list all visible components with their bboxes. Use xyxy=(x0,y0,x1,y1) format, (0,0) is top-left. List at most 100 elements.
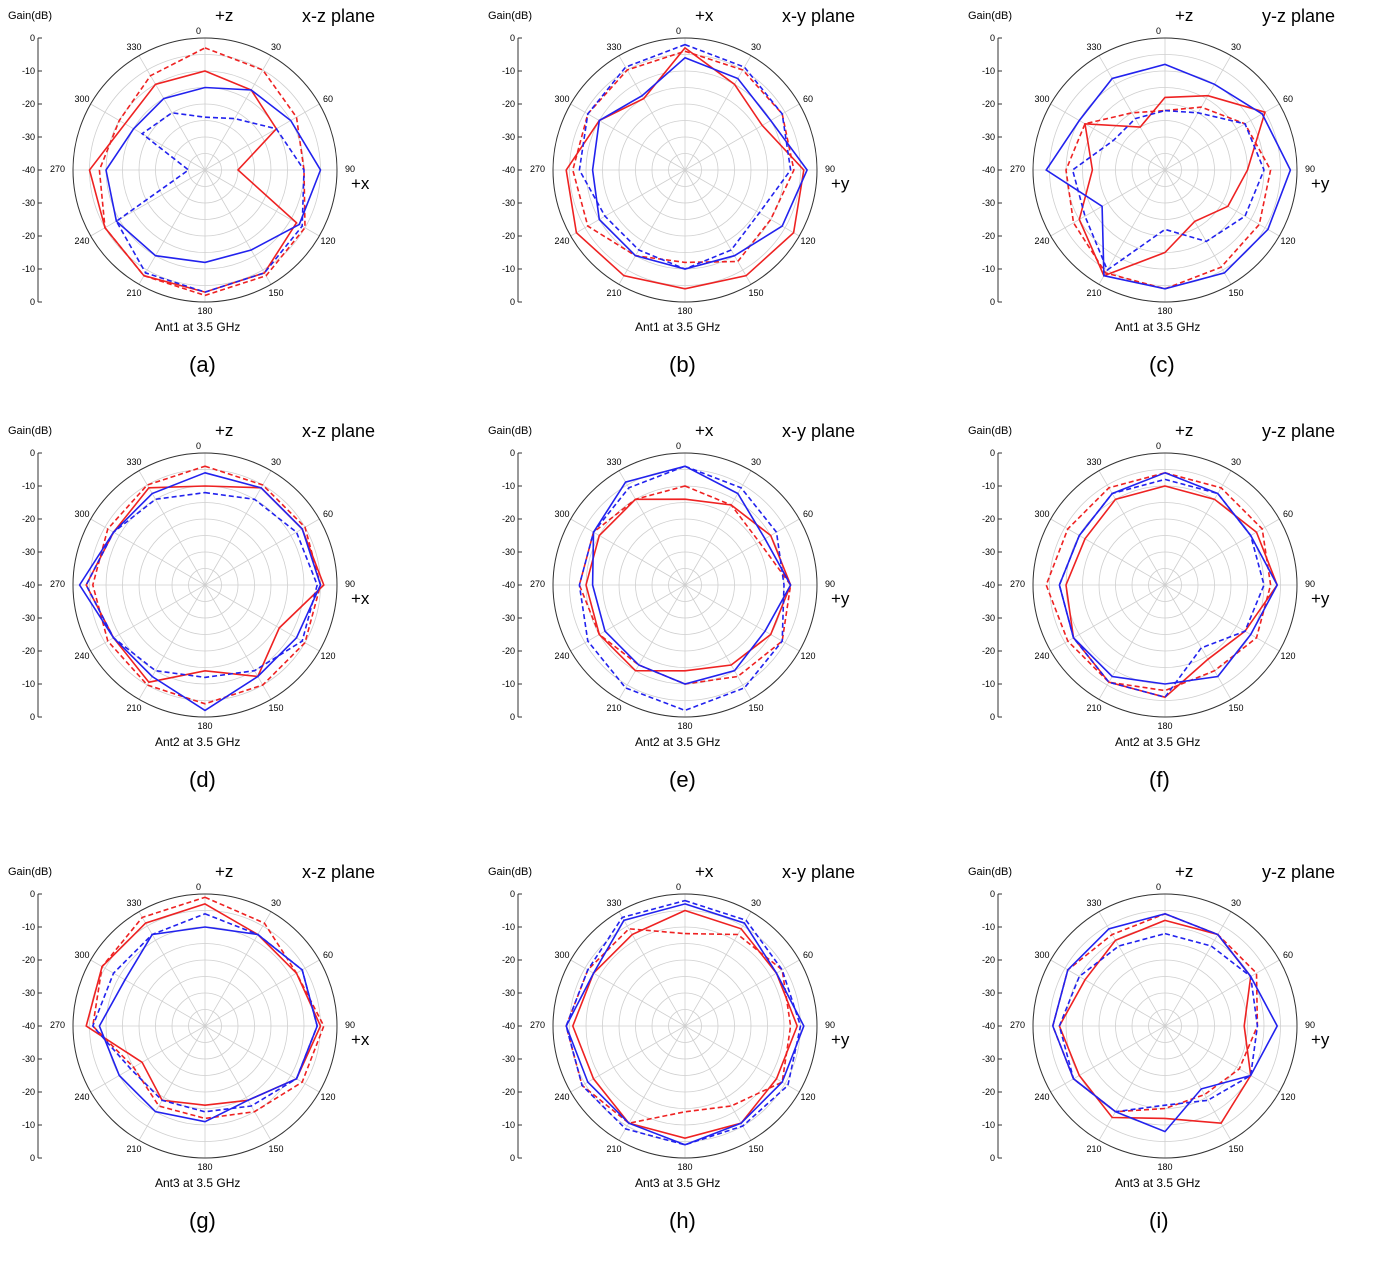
grid-spoke xyxy=(1164,169,1232,285)
angle-tick-label: 240 xyxy=(554,651,569,661)
radial-tick-label: -20 xyxy=(502,231,515,241)
angle-tick-label: 30 xyxy=(271,898,281,908)
grid-spoke xyxy=(570,103,686,171)
angle-tick-label: 30 xyxy=(751,898,761,908)
right-direction-label: +y xyxy=(831,174,850,193)
grid-spoke xyxy=(1164,169,1280,237)
angle-tick-label: 90 xyxy=(345,1020,355,1030)
top-direction-label: +x xyxy=(695,6,714,25)
radial-tick-label: -20 xyxy=(502,514,515,524)
angle-tick-label: 120 xyxy=(1280,651,1295,661)
radial-tick-label: -20 xyxy=(22,231,35,241)
angle-tick-label: 330 xyxy=(126,898,141,908)
radial-tick-label: -30 xyxy=(502,1054,515,1064)
series-line-blue-dashed xyxy=(1058,932,1259,1113)
angle-tick-label: 270 xyxy=(1010,1020,1025,1030)
top-direction-label: +x xyxy=(695,421,714,440)
radial-tick-label: -30 xyxy=(502,613,515,623)
angle-tick-label: 60 xyxy=(1283,950,1293,960)
angle-tick-label: 120 xyxy=(1280,1092,1295,1102)
grid-spoke xyxy=(618,470,686,586)
top-direction-label: +z xyxy=(1175,6,1194,25)
plane-label: y-z plane xyxy=(1262,6,1336,26)
grid-spoke xyxy=(1050,518,1166,586)
grid-spoke xyxy=(1050,959,1166,1027)
radial-tick-label: 0 xyxy=(990,33,995,43)
top-direction-label: +z xyxy=(215,6,234,25)
radial-tick-label: -40 xyxy=(22,580,35,590)
polar-plot-panel: 0 -10 -20 -30 -40 -30 -20 -10 0 0 30 60 90 120 150 180 2… xyxy=(968,862,1368,1264)
angle-tick-label: 180 xyxy=(677,306,692,316)
angle-tick-label: 0 xyxy=(676,882,681,892)
radial-tick-label: -30 xyxy=(22,613,35,623)
panel-letter: (h) xyxy=(669,1208,696,1233)
polar-plot-svg: 0 -10 -20 -30 -40 -30 -20 -10 0 0 30 60 90 120 150 180 2… xyxy=(982,441,1315,731)
angle-tick-label: 240 xyxy=(554,1092,569,1102)
radial-tick-label: 0 xyxy=(990,889,995,899)
angle-tick-label: 0 xyxy=(196,26,201,36)
outer-circle xyxy=(72,452,338,718)
polar-plot-svg: 0 -10 -20 -30 -40 -30 -20 -10 0 0 30 60 90 120 150 180 2… xyxy=(982,26,1315,316)
series-line-red-dashed xyxy=(91,896,325,1120)
angle-tick-label: 180 xyxy=(677,721,692,731)
grid-spoke xyxy=(1050,1025,1166,1093)
angle-tick-label: 270 xyxy=(530,579,545,589)
top-direction-label: +z xyxy=(215,421,234,440)
radial-tick-label: -30 xyxy=(22,1054,35,1064)
radial-tick-label: -30 xyxy=(982,547,995,557)
grid-spoke xyxy=(1050,584,1166,652)
polar-plot-panel: 0 -10 -20 -30 -40 -30 -20 -10 0 0 30 60 90 120 150 180 2… xyxy=(488,862,888,1264)
series-line-red-solid xyxy=(1058,919,1252,1125)
angle-tick-label: 210 xyxy=(1086,288,1101,298)
gain-axis-label: Gain(dB) xyxy=(968,866,1013,878)
radial-tick-label: -30 xyxy=(22,988,35,998)
grid-spoke xyxy=(618,1025,686,1141)
radial-tick-label: -10 xyxy=(22,264,35,274)
angle-tick-label: 330 xyxy=(1086,457,1101,467)
angle-tick-label: 240 xyxy=(74,1092,89,1102)
angle-tick-label: 210 xyxy=(1086,1144,1101,1154)
radial-tick-label: -10 xyxy=(982,66,995,76)
angle-tick-label: 270 xyxy=(530,1020,545,1030)
radial-tick-label: -10 xyxy=(22,481,35,491)
grid-spoke xyxy=(1050,103,1166,171)
grid-spoke xyxy=(138,584,206,700)
angle-tick-label: 90 xyxy=(345,164,355,174)
angle-tick-label: 300 xyxy=(1034,94,1049,104)
angle-tick-label: 330 xyxy=(606,42,621,52)
radial-tick-label: -20 xyxy=(982,646,995,656)
radial-tick-label: 0 xyxy=(30,1153,35,1163)
angle-tick-label: 150 xyxy=(1228,1144,1243,1154)
radial-tick-label: -30 xyxy=(502,547,515,557)
grid-spoke xyxy=(1098,911,1166,1027)
radial-tick-label: -30 xyxy=(982,198,995,208)
gain-axis-label: Gain(dB) xyxy=(968,425,1013,437)
angle-tick-label: 120 xyxy=(320,236,335,246)
polar-plot-panel: 0 -10 -20 -30 -40 -30 -20 -10 0 0 30 60 90 120 150 180 2… xyxy=(8,421,408,823)
angle-tick-label: 300 xyxy=(1034,950,1049,960)
outer-circle xyxy=(1032,37,1298,303)
angle-tick-label: 0 xyxy=(676,441,681,451)
panel-letter: (f) xyxy=(1149,767,1170,792)
polar-plot-panel: 0 -10 -20 -30 -40 -30 -20 -10 0 0 30 60 90 120 150 180 2… xyxy=(968,421,1368,823)
radial-tick-label: -20 xyxy=(502,955,515,965)
angle-tick-label: 0 xyxy=(196,441,201,451)
angle-tick-label: 240 xyxy=(74,236,89,246)
angle-tick-label: 300 xyxy=(554,509,569,519)
radial-tick-label: -20 xyxy=(502,99,515,109)
series-line-blue-dashed xyxy=(1071,109,1265,272)
angle-tick-label: 90 xyxy=(825,1020,835,1030)
angle-tick-label: 90 xyxy=(1305,164,1315,174)
radial-tick-label: -10 xyxy=(22,66,35,76)
angle-tick-label: 150 xyxy=(1228,288,1243,298)
angle-tick-label: 270 xyxy=(1010,164,1025,174)
radial-tick-label: -20 xyxy=(22,646,35,656)
grid-spoke xyxy=(204,55,272,171)
radial-tick-label: -30 xyxy=(22,132,35,142)
grid-spoke xyxy=(570,169,686,237)
radial-tick-label: -20 xyxy=(22,514,35,524)
grid-spoke xyxy=(684,103,800,171)
grid-spoke xyxy=(138,169,206,285)
gain-axis-label: Gain(dB) xyxy=(488,10,533,22)
